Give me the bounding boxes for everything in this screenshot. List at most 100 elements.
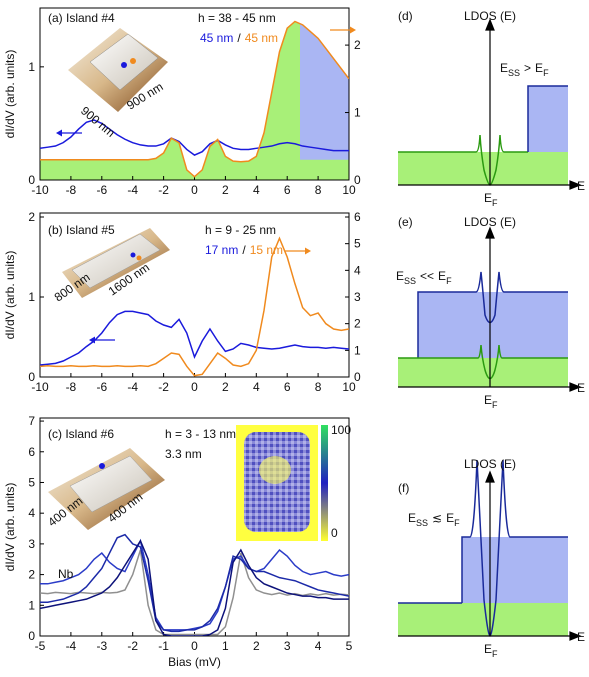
x-tick-label: 4 — [253, 380, 260, 394]
fermi-main: E — [484, 393, 492, 407]
y-axis-label: dI/dV (arb. units) — [3, 483, 17, 572]
legend-separator: / — [242, 243, 246, 257]
annotation: h = 38 - 45 nm — [198, 11, 276, 25]
y-tick-label: 1 — [28, 290, 35, 304]
x-tick-label: 1 — [222, 639, 229, 653]
legend-separator: / — [237, 31, 241, 45]
condition-sub: F — [446, 276, 452, 286]
annotation: h = 3 - 13 nm — [165, 427, 236, 441]
x-axis-label: Bias (mV) — [168, 655, 221, 669]
y2-tick-label: 6 — [354, 210, 361, 224]
x-tick-label: -6 — [96, 183, 107, 197]
x-tick-label: 8 — [315, 183, 322, 197]
map-inset — [236, 425, 328, 541]
condition-sub: F — [454, 518, 460, 528]
x-tick-label: 6 — [284, 380, 291, 394]
axis-arrow-head — [350, 26, 356, 34]
x-tick-label: 0 — [191, 639, 198, 653]
x-tick-label: 2 — [222, 183, 229, 197]
data-line — [40, 538, 349, 631]
ldos-label: LDOS (E) — [464, 9, 516, 23]
fermi-sub: F — [492, 400, 498, 410]
y2-tick-label: 5 — [354, 237, 361, 251]
data-line — [40, 310, 349, 366]
y2-tick-label: 2 — [354, 317, 361, 331]
data-line — [40, 236, 349, 377]
y-tick-label: 1 — [28, 598, 35, 612]
x-tick-label: -4 — [127, 380, 138, 394]
x-tick-label: -4 — [66, 639, 77, 653]
annotation: (c) Island #6 — [48, 427, 114, 441]
condition-label: ESS > EF — [500, 61, 549, 78]
condition-main: E — [500, 61, 508, 75]
y2-tick-label: 1 — [354, 343, 361, 357]
afm-inset-c — [48, 448, 165, 530]
y2-tick-label: 1 — [354, 106, 361, 120]
y-axis-label: dI/dV (arb. units) — [3, 50, 17, 139]
x-tick-label: -2 — [158, 380, 169, 394]
panel-label: (d) — [398, 9, 413, 23]
fermi-label: EF — [484, 191, 498, 208]
data-line — [40, 119, 349, 156]
colorbar-tick-label: 0 — [331, 526, 338, 540]
x-tick-label: 2 — [222, 380, 229, 394]
condition-main: E — [408, 511, 416, 525]
ldos-label: LDOS (E) — [464, 215, 516, 229]
condition-relation: > — [524, 61, 531, 75]
legend-entry: 45 nm — [245, 31, 278, 45]
energy-label: E — [577, 179, 585, 193]
data-line — [40, 539, 349, 636]
legend-entry: 17 nm — [205, 243, 238, 257]
ldos-label: LDOS (E) — [464, 457, 516, 471]
area-fill — [40, 21, 349, 180]
condition-main: E — [438, 269, 446, 283]
x-tick-label: -10 — [31, 183, 49, 197]
y2-tick-label: 3 — [354, 290, 361, 304]
diagram-f — [398, 459, 568, 637]
energy-label: E — [577, 630, 585, 644]
x-tick-label: 6 — [284, 183, 291, 197]
x-tick-label: 3 — [284, 639, 291, 653]
y-tick-label: 4 — [28, 506, 35, 520]
diagram-d — [398, 85, 568, 186]
x-tick-label: 4 — [315, 639, 322, 653]
x-tick-label: -3 — [96, 639, 107, 653]
y-tick-label: 2 — [28, 568, 35, 582]
y-tick-label: 2 — [28, 210, 35, 224]
x-tick-label: 2 — [253, 639, 260, 653]
y2-tick-label: 0 — [354, 370, 361, 384]
x-tick-label: 10 — [342, 380, 356, 394]
axis-arrow-head — [305, 247, 311, 255]
y2-tick-label: 0 — [354, 173, 361, 187]
y-tick-label: 0 — [28, 370, 35, 384]
fermi-sub: F — [492, 198, 498, 208]
condition-sub: SS — [416, 518, 428, 528]
panel-label: (f) — [398, 481, 409, 495]
annotation: 900 nm — [78, 104, 118, 140]
x-tick-label: -8 — [66, 380, 77, 394]
x-tick-label: 10 — [342, 183, 356, 197]
condition-sub: F — [543, 68, 549, 78]
area-fill — [40, 21, 349, 180]
fermi-label: EF — [484, 393, 498, 410]
condition-label: ESS ≲ EF — [408, 511, 460, 528]
condition-sub: SS — [404, 276, 416, 286]
y-tick-label: 0 — [28, 629, 35, 643]
fermi-main: E — [484, 191, 492, 205]
legend-entry: 45 nm — [200, 31, 233, 45]
x-tick-label: -2 — [158, 183, 169, 197]
y-tick-label: 1 — [28, 60, 35, 74]
fermi-label: EF — [484, 642, 498, 659]
y2-tick-label: 2 — [354, 38, 361, 52]
condition-main: E — [535, 61, 543, 75]
y-tick-label: 6 — [28, 445, 35, 459]
diagram-e — [398, 271, 568, 387]
condition-label: ESS << EF — [396, 269, 452, 286]
x-tick-label: -6 — [96, 380, 107, 394]
x-tick-label: -4 — [127, 183, 138, 197]
axis-arrow-head — [89, 336, 95, 344]
series-label: 3.3 nm — [165, 447, 202, 461]
y-tick-label: 5 — [28, 475, 35, 489]
x-tick-label: 0 — [191, 183, 198, 197]
y-axis-label: dI/dV (arb. units) — [3, 251, 17, 340]
